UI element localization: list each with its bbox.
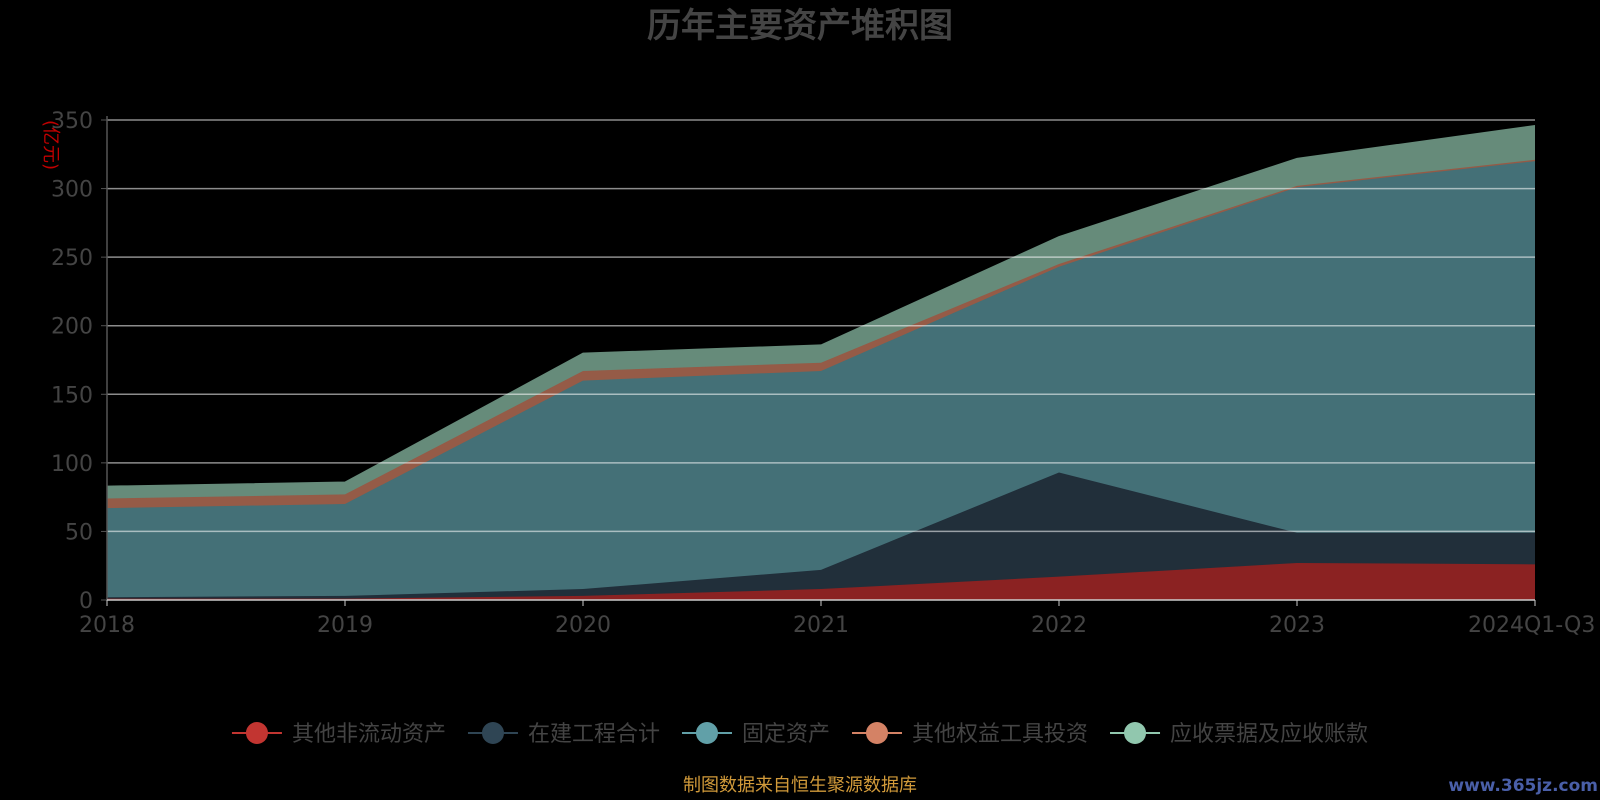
y-tick-label: 350 bbox=[51, 109, 93, 134]
y-tick-label: 300 bbox=[51, 178, 93, 203]
legend-item-5[interactable]: 应收票据及应收账款 bbox=[1110, 722, 1368, 747]
legend-marker-circle bbox=[1124, 722, 1147, 744]
area-3 bbox=[107, 161, 1535, 598]
area-2 bbox=[107, 472, 1535, 599]
legend-marker-circle bbox=[866, 722, 889, 744]
y-tick-label: 50 bbox=[65, 520, 93, 545]
y-tick-label: 100 bbox=[51, 452, 93, 477]
y-tick-label: 200 bbox=[51, 315, 93, 340]
y-tick-label: 150 bbox=[51, 383, 93, 408]
series-line-5 bbox=[106, 124, 1536, 487]
grid-lines bbox=[107, 119, 1535, 533]
legend-item-1[interactable]: 其他非流动资产 bbox=[231, 722, 446, 747]
area-1 bbox=[107, 562, 1535, 600]
x-tick-label: 2022 bbox=[1031, 613, 1087, 638]
x-tick-label: 2021 bbox=[793, 613, 849, 638]
watermark: www.365jz.com bbox=[1448, 776, 1598, 796]
legend-label: 固定资产 bbox=[742, 722, 830, 747]
axes: 0 50 100 150 200 250 300 350 2018 2019 2020 2021 202… bbox=[51, 109, 1595, 638]
y-tick-label: 250 bbox=[51, 246, 93, 271]
legend-item-2[interactable]: 在建工程合计 bbox=[467, 722, 660, 747]
area-5 bbox=[107, 125, 1535, 499]
legend-label: 其他权益工具投资 bbox=[912, 722, 1088, 747]
legend-marker-circle bbox=[245, 722, 268, 744]
x-tick-label: 2024Q1-Q3 bbox=[1468, 613, 1595, 638]
y-axis-unit-label: (亿元) bbox=[40, 120, 61, 170]
legend-marker-circle bbox=[695, 722, 718, 744]
x-tick-label: 2018 bbox=[79, 613, 135, 638]
legend-item-4[interactable]: 其他权益工具投资 bbox=[852, 722, 1088, 747]
y-tick-label: 0 bbox=[79, 589, 93, 614]
source-note: 制图数据来自恒生聚源数据库 bbox=[683, 775, 917, 796]
x-tick-label: 2019 bbox=[317, 613, 373, 638]
legend-label: 应收票据及应收账款 bbox=[1170, 722, 1368, 747]
legend-item-3[interactable]: 固定资产 bbox=[681, 722, 830, 747]
legend-label: 在建工程合计 bbox=[528, 722, 660, 747]
chart-title: 历年主要资产堆积图 bbox=[647, 6, 953, 46]
legend-marker-circle bbox=[481, 722, 504, 744]
legend-label: 其他非流动资产 bbox=[292, 722, 446, 747]
legend[interactable]: 其他非流动资产 在建工程合计 固定资产 其他权益工具投资 应收票据及应收账款 bbox=[231, 722, 1368, 747]
area-series-group bbox=[106, 124, 1536, 600]
x-tick-label: 2023 bbox=[1269, 613, 1325, 638]
x-tick-label: 2020 bbox=[555, 613, 611, 638]
